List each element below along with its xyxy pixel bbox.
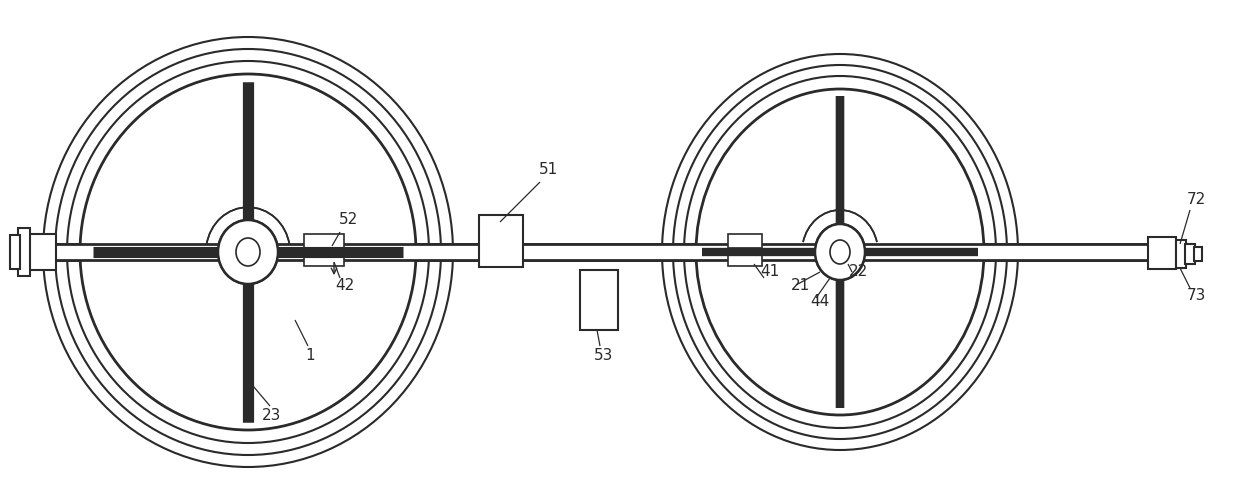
Ellipse shape (236, 238, 260, 266)
Text: 73: 73 (1187, 287, 1205, 302)
Text: 52: 52 (339, 213, 357, 227)
Ellipse shape (830, 240, 849, 264)
Text: 1: 1 (305, 347, 315, 362)
Bar (29, 234, 56, 270)
Text: 22: 22 (848, 265, 868, 280)
Bar (10, 235, 20, 269)
Text: 53: 53 (594, 347, 614, 362)
Text: 44: 44 (811, 294, 830, 309)
Text: 72: 72 (1187, 193, 1205, 208)
Bar (304, 252, 343, 266)
Bar (728, 234, 763, 248)
Ellipse shape (830, 240, 849, 264)
Text: 21: 21 (790, 278, 810, 292)
Ellipse shape (815, 224, 866, 280)
Text: 51: 51 (538, 162, 558, 177)
Bar (304, 234, 343, 248)
Bar (1176, 240, 1185, 268)
Ellipse shape (218, 220, 278, 284)
Ellipse shape (815, 224, 866, 280)
Bar (580, 270, 618, 330)
Ellipse shape (236, 238, 260, 266)
Ellipse shape (218, 220, 278, 284)
Text: 23: 23 (263, 408, 281, 422)
Bar (1185, 244, 1195, 264)
Bar (19, 228, 30, 276)
Text: 41: 41 (760, 265, 780, 280)
Bar (1148, 237, 1176, 269)
Text: 42: 42 (335, 278, 355, 292)
Bar (1194, 247, 1202, 261)
Bar (479, 215, 523, 267)
Bar (19, 244, 1195, 260)
Ellipse shape (82, 76, 414, 428)
Bar (19, 244, 1195, 260)
Bar (728, 252, 763, 266)
Ellipse shape (698, 91, 982, 413)
